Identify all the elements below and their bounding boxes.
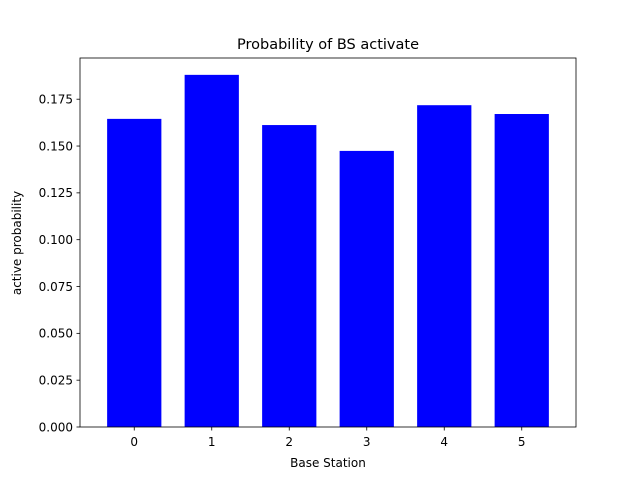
x-tick-label-3: 3 [363,435,371,449]
y-axis-label: active probability [10,191,24,295]
x-tick-label-0: 0 [130,435,138,449]
y-tick-label-2: 0.050 [39,327,73,341]
bar-3 [339,150,394,427]
bar-2 [262,125,317,427]
y-tick-label-5: 0.125 [39,186,73,200]
x-tick-label-1: 1 [208,435,216,449]
chart-title: Probability of BS activate [237,37,419,53]
x-tick-label-5: 5 [518,435,526,449]
bar-0 [107,118,162,427]
y-tick-label-0: 0.000 [39,420,73,434]
bar-5 [494,114,549,427]
axes-frame [79,57,577,428]
y-tick-label-4: 0.100 [39,233,73,247]
x-tick-label-4: 4 [440,435,448,449]
bar-4 [417,105,472,428]
y-tick-label-6: 0.150 [39,139,73,153]
y-tick-label-3: 0.075 [39,280,73,294]
y-tick-label-1: 0.025 [39,373,73,387]
plot-area: 0 1 2 3 4 5 0.000 0.025 0.050 0.075 0.100 0.125 0.15… [39,57,577,449]
y-tick-label-7: 0.175 [39,93,73,107]
x-axis-label: Base Station [290,456,366,470]
bar-1 [184,74,239,428]
x-tick-label-2: 2 [285,435,293,449]
